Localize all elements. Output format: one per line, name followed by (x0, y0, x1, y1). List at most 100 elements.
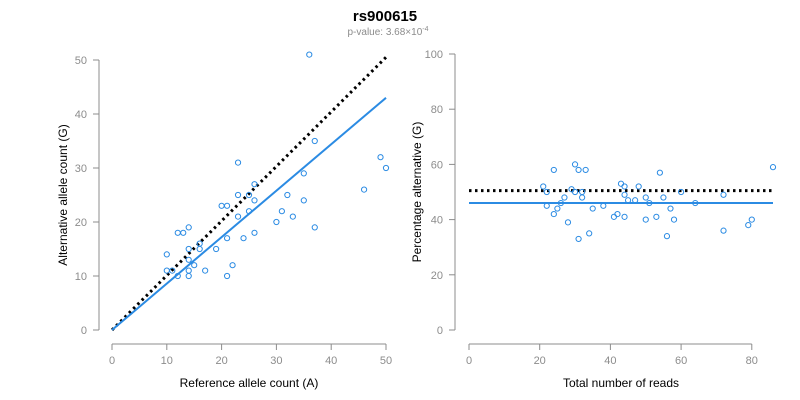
data-point (251, 229, 258, 236)
data-point (163, 267, 170, 274)
data-points (540, 161, 777, 243)
x-tick-label: 50 (380, 355, 392, 367)
data-point (240, 235, 247, 242)
data-point (213, 245, 220, 253)
data-point (185, 272, 192, 280)
data-point (163, 251, 170, 258)
data-point (720, 227, 727, 234)
data-point (278, 208, 285, 215)
data-point (300, 197, 307, 204)
data-point (646, 199, 653, 207)
data-point (543, 202, 550, 209)
data-point (234, 213, 242, 220)
y-axis: 0 10 20 30 40 50 Alternative allele count (G) (56, 55, 100, 337)
data-point (185, 267, 192, 274)
data-point (377, 154, 384, 161)
data-point (180, 229, 187, 236)
data-point (229, 262, 236, 269)
y-tick-label: 50 (75, 55, 87, 67)
data-point (586, 230, 593, 237)
chart-panels: 0 10 20 30 40 50 Reference allele count (A) 0 10… (56, 49, 777, 390)
y-axis: 0 20 40 60 80 100 Percentage alternative (G) (410, 49, 456, 337)
x-tick-label: 80 (746, 355, 758, 367)
x-tick-label: 20 (215, 355, 227, 367)
data-point (579, 188, 586, 196)
data-point (289, 213, 296, 220)
subtitle-pvalue: p-value: 3.68×10 (347, 27, 422, 38)
x-tick-label: 20 (534, 355, 546, 367)
data-point (575, 166, 582, 174)
data-point (223, 272, 231, 280)
data-point (251, 181, 258, 188)
y-tick-label: 100 (425, 49, 443, 61)
data-point (600, 202, 607, 209)
y-tick-label: 20 (431, 270, 443, 282)
data-point (621, 191, 628, 198)
x-tick-label: 10 (161, 355, 173, 367)
data-point (575, 235, 582, 243)
x-tick-label: 60 (675, 355, 687, 367)
data-point (223, 235, 231, 242)
data-point (311, 137, 318, 145)
data-point (382, 164, 390, 172)
data-point (582, 166, 589, 174)
data-point (660, 194, 667, 201)
data-point (653, 213, 660, 220)
y-tick-label: 0 (81, 325, 87, 337)
y-tick-label: 40 (431, 215, 443, 227)
y-tick-label: 10 (75, 271, 87, 283)
data-point (306, 51, 313, 58)
data-point (720, 191, 727, 198)
data-point (589, 205, 596, 212)
data-point (223, 202, 231, 209)
data-points (163, 51, 390, 280)
data-point (284, 191, 291, 199)
data-point (561, 194, 568, 201)
data-point (245, 208, 253, 215)
x-tick-label: 0 (109, 355, 115, 367)
data-point (667, 205, 674, 212)
x-axis-label: Reference allele count (A) (180, 376, 319, 390)
data-point (169, 267, 176, 274)
data-point (670, 216, 678, 223)
data-point (617, 180, 625, 187)
data-point (218, 202, 225, 209)
x-tick-label: 40 (325, 355, 337, 367)
data-point (632, 197, 639, 204)
data-point (273, 218, 280, 226)
data-point (579, 194, 586, 201)
data-point (663, 233, 671, 240)
data-point (360, 186, 368, 193)
y-tick-label: 0 (437, 325, 443, 337)
panel-1: 0 10 20 30 40 50 Reference allele count (A) 0 10… (56, 51, 392, 390)
data-point (191, 262, 198, 269)
y-tick-label: 30 (75, 163, 87, 175)
y-axis-label: Percentage alternative (G) (410, 122, 424, 263)
x-tick-label: 40 (604, 355, 616, 367)
data-point (185, 256, 192, 263)
data-point (692, 199, 699, 207)
x-tick-label: 0 (466, 355, 472, 367)
y-tick-label: 80 (431, 104, 443, 116)
data-point (185, 224, 192, 231)
data-point (300, 170, 307, 177)
data-point (677, 188, 685, 196)
data-point (554, 205, 561, 212)
data-point (614, 210, 621, 218)
data-point (656, 169, 663, 176)
data-point (621, 213, 628, 220)
chart-subtitle: p-value: 3.68×10-4 (347, 26, 428, 38)
data-point (624, 197, 632, 204)
data-point (196, 240, 203, 247)
x-tick-label: 30 (270, 355, 282, 367)
data-point (557, 199, 565, 207)
chart-title: rs900615 (353, 8, 417, 25)
data-point (251, 197, 258, 204)
data-point (571, 161, 579, 168)
reference-line (110, 56, 388, 332)
panel-2: 0 20 40 60 80 Total number of reads 0 20 40 60 80 1… (410, 49, 777, 390)
y-tick-label: 20 (75, 217, 87, 229)
data-point (769, 164, 777, 171)
data-point (635, 183, 642, 190)
